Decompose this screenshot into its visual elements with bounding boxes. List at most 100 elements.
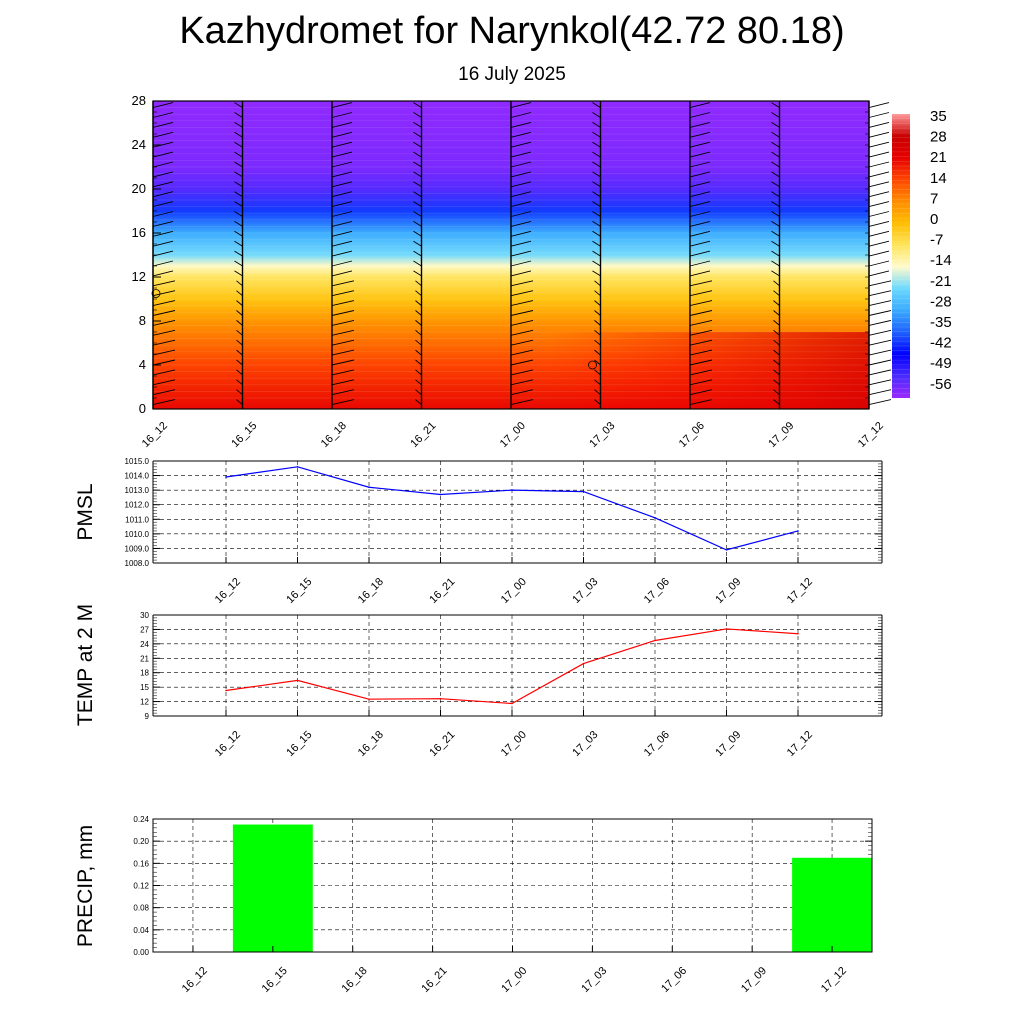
wind-barb (592, 211, 601, 217)
x-tick-label: 16_21 (427, 576, 457, 606)
wind-barb (773, 349, 780, 356)
wind-barb (868, 230, 890, 237)
y-tick-label: 15 (140, 683, 149, 692)
wind-barb (510, 310, 534, 316)
data-point (439, 697, 442, 700)
wind-barb (868, 201, 890, 208)
pmsl-panel: 1008.0 1009.0 1010.0 1011.0 1012.0 1013.0 1014… (74, 457, 883, 606)
wind-barb (868, 329, 892, 336)
wind-barb (689, 270, 711, 277)
wind-barb (152, 389, 176, 396)
wind-barb (689, 260, 711, 267)
wind-barb (689, 171, 711, 178)
upper-air-panel: 0 4 8 12 16 20 24 28 16_12 16_15 16_18 16_21 17_00 17… (132, 93, 952, 450)
x-tick-label: 17_00 (498, 420, 528, 450)
wind-barb (510, 151, 532, 158)
wind-barb (510, 379, 534, 386)
wind-barb (771, 191, 780, 198)
temp-panel: 9 12 15 18 21 24 27 30 16_12 16_15 16_18 16_21 17_00… (74, 604, 883, 759)
wind-barb (152, 171, 174, 178)
wind-barb (236, 359, 243, 366)
wind-barb (771, 221, 780, 227)
wind-barb (773, 399, 780, 405)
wind-barb (152, 240, 174, 247)
wind-barb (594, 300, 601, 306)
wind-barb (331, 151, 353, 158)
wind-barb (331, 290, 355, 297)
wind-barb (236, 280, 243, 287)
wind-barb (331, 369, 355, 376)
wind-barb (234, 221, 243, 227)
wind-barb (771, 201, 780, 207)
wind-barb (594, 389, 601, 396)
wind-barb (234, 260, 243, 267)
wind-barb (413, 260, 422, 267)
x-tick-label: 17_03 (579, 965, 609, 995)
wind-barb (331, 280, 355, 287)
wind-barb (771, 151, 780, 158)
x-tick-label: 17_06 (677, 420, 707, 450)
x-tick-label: 16_18 (356, 729, 386, 759)
data-point (797, 632, 799, 635)
wind-barb (510, 369, 534, 376)
wind-barb (152, 290, 176, 297)
wind-barb (689, 201, 711, 208)
wind-barb (868, 181, 890, 188)
wind-barb (868, 240, 890, 247)
wind-barb (868, 339, 892, 346)
wind-barb (510, 121, 532, 128)
wind-barb (236, 399, 243, 405)
wind-barb (689, 319, 713, 326)
wind-barb (413, 240, 422, 247)
wind-barb (413, 270, 422, 277)
y-tick-label: 0.04 (133, 926, 149, 935)
y-tick-label: 21 (140, 654, 149, 663)
wind-barb (689, 280, 713, 287)
wind-barb (773, 379, 780, 386)
wind-barb (331, 161, 353, 168)
wind-barb (689, 161, 711, 168)
wind-barb (152, 260, 174, 267)
y-tick-label: 12 (140, 698, 149, 707)
wind-barb (689, 300, 713, 307)
x-tick-label: 16_15 (284, 576, 314, 606)
x-tick-label: 17_00 (499, 576, 529, 606)
wind-barb (413, 191, 422, 198)
wind-barb (234, 131, 243, 138)
x-tick-label: 17_09 (739, 965, 769, 995)
wind-barb (868, 121, 890, 128)
wind-barb (689, 191, 711, 198)
y-tick-label: 1012.0 (125, 501, 150, 510)
data-point (439, 493, 442, 496)
wind-barb (152, 310, 176, 316)
y-tick-label: 12 (132, 269, 146, 284)
wind-barb (868, 290, 892, 297)
y-tick-label: 0.00 (133, 948, 149, 957)
wind-barb (510, 161, 532, 168)
data-point (296, 466, 299, 468)
wind-barb (415, 290, 422, 297)
wind-barb (234, 201, 243, 207)
wind-barb (415, 300, 422, 306)
wind-barb (413, 141, 422, 148)
wind-barb (415, 359, 422, 366)
y-tick-label: 1011.0 (125, 515, 149, 524)
wind-barb (771, 171, 780, 178)
calm-circle (588, 360, 597, 370)
wind-barb (771, 122, 780, 128)
wind-barb (152, 300, 176, 307)
data-point (368, 486, 370, 489)
wind-barb (331, 319, 355, 326)
wind-barb (413, 211, 422, 217)
wind-barb (773, 280, 780, 287)
wind-barb (689, 240, 711, 247)
wind-barb (152, 211, 174, 217)
colorbar-label: -7 (930, 232, 943, 249)
wind-barb (236, 310, 243, 316)
data-point (511, 702, 513, 705)
wind-barb (331, 112, 353, 118)
wind-barb (331, 191, 353, 198)
wind-barb (592, 260, 601, 267)
y-tick-label: 1009.0 (125, 544, 150, 553)
wind-barb (510, 250, 532, 257)
